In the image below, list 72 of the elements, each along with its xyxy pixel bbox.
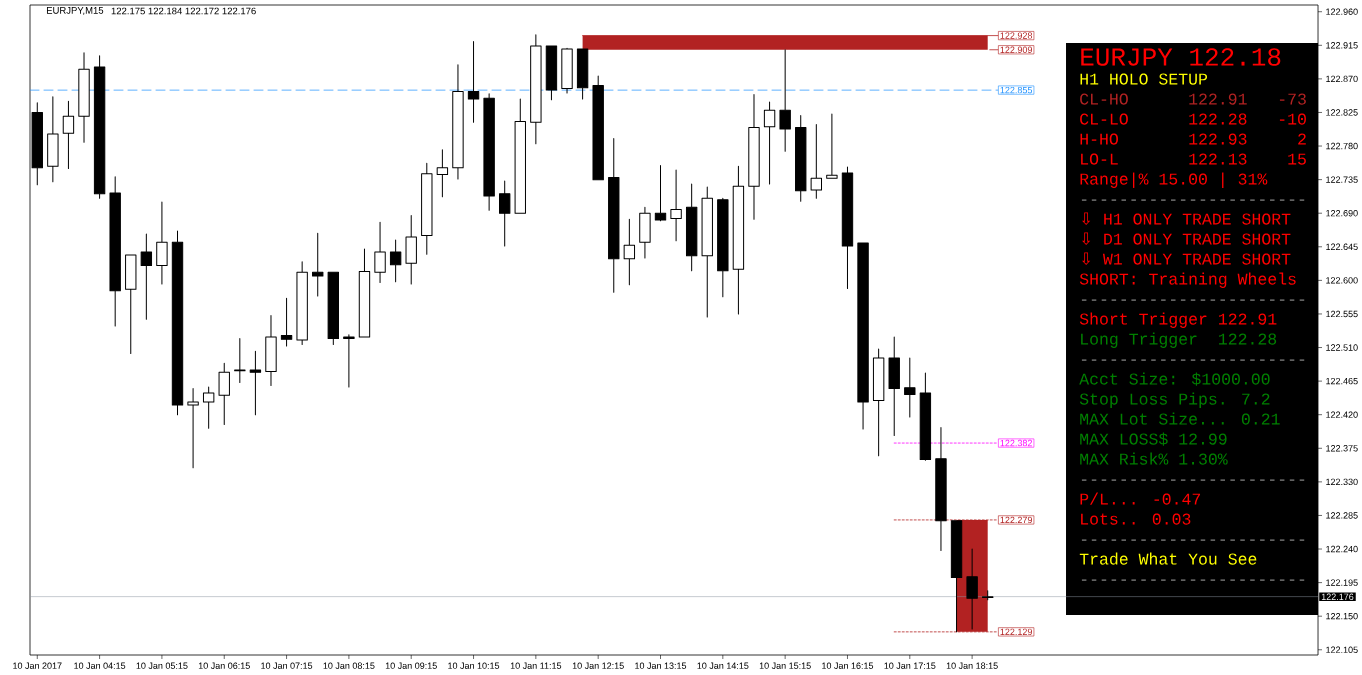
y-tick-label: 122.420 <box>1326 411 1358 418</box>
annotation: ⇩ W1 ONLY TRADE SHORT <box>1082 252 1291 265</box>
x-tick-label: 10 Jan 16:15 <box>822 662 874 669</box>
annotation: MAX Lot Size... 0.21 <box>1080 412 1280 425</box>
y-tick-label: 122.240 <box>1326 545 1358 553</box>
annotation: ⇩ H1 ONLY TRADE SHORT <box>1082 212 1291 225</box>
annotation: SHORT: Training Wheels <box>1079 272 1296 288</box>
y-tick-label: 122.195 <box>1326 579 1358 586</box>
y-tick-label: 122.690 <box>1326 210 1358 217</box>
y-tick-label: 122.600 <box>1326 277 1358 284</box>
annotation: Short Trigger 122.91 <box>1079 312 1277 328</box>
annotation: CL-HO 122.91 -73 <box>1080 93 1306 105</box>
text: H-HO 122.93 2 <box>1080 133 1306 145</box>
annotation: Trade What You See <box>1079 552 1257 565</box>
annotation: Range|% 15.00 | 31% <box>1080 172 1268 188</box>
y-tick-label: 122.375 <box>1326 445 1358 452</box>
y-tick-label: 122.150 <box>1326 613 1358 620</box>
y-tick-label: 122.960 <box>1326 8 1358 15</box>
data-label: 122.928 <box>1000 32 1033 39</box>
data-label: 122.279 <box>1000 516 1032 524</box>
data-label: 122.909 <box>1000 46 1032 53</box>
y-tick-label: 122.330 <box>1326 478 1358 486</box>
annotation: P/L... -0.47 <box>1080 492 1201 505</box>
x-tick-label: 10 Jan 09:15 <box>385 662 437 669</box>
x-tick-label: 10 Jan 18:15 <box>946 662 998 669</box>
annotation: ----------------------- <box>1081 579 1305 581</box>
y-tick-label: 122.780 <box>1326 142 1358 150</box>
annotation: Stop Loss Pips. 7.2 <box>1079 392 1270 408</box>
annotation: ⇩ D1 ONLY TRADE SHORT <box>1082 232 1291 245</box>
annotation: Lots.. 0.03 <box>1081 513 1191 525</box>
x-tick-label: 10 Jan 12:15 <box>572 662 624 669</box>
y-tick-label: 122.465 <box>1326 377 1358 385</box>
x-tick-label: 10 Jan 04:15 <box>74 662 126 669</box>
ref-line-label: 122.176 <box>1321 593 1354 600</box>
annotation: Acct Size: $1000.00 <box>1079 372 1270 386</box>
data-label: 122.382 <box>1000 439 1032 447</box>
x-tick-label: 10 Jan 11:15 <box>510 662 562 669</box>
annotation: ----------------------- <box>1081 479 1305 481</box>
annotation: H1 HOLO SETUP <box>1080 73 1208 85</box>
text: EURJPY 122.18 <box>1081 48 1281 66</box>
annotation: ----------------------- <box>1081 359 1305 361</box>
data-label: 122.129 <box>1000 628 1032 636</box>
x-tick-label: 10 Jan 2017 <box>13 662 62 669</box>
x-tick-label: 10 Jan 08:15 <box>323 662 375 669</box>
x-tick-label: 10 Jan 05:15 <box>136 662 188 669</box>
x-tick-label: 10 Jan 06:15 <box>198 662 250 669</box>
y-tick-label: 122.825 <box>1326 109 1358 116</box>
x-tick-label: 10 Jan 17:15 <box>884 662 936 669</box>
chart-title: EURJPY,M15 <box>46 7 104 15</box>
y-tick-label: 122.870 <box>1326 75 1358 83</box>
annotation: ----------------------- <box>1081 299 1305 301</box>
y-tick-label: 122.285 <box>1326 512 1358 519</box>
text: LO-L 122.13 15 <box>1081 153 1306 165</box>
y-tick-label: 122.510 <box>1326 344 1358 351</box>
annotation: MAX Risk% 1.30% <box>1080 452 1228 465</box>
y-tick-label: 122.735 <box>1326 176 1358 183</box>
annotation: ----------------------- <box>1081 199 1305 201</box>
x-tick-label: 10 Jan 14:15 <box>697 662 749 669</box>
annotation: CL-LO 122.28 -10 <box>1080 113 1306 125</box>
annotation: MAX LOSS$ 12.99 <box>1080 432 1227 446</box>
y-tick-label: 122.915 <box>1326 42 1358 49</box>
x-tick-label: 10 Jan 15:15 <box>759 662 811 669</box>
x-tick-label: 10 Jan 07:15 <box>261 662 313 669</box>
x-tick-label: 10 Jan 10:15 <box>448 662 500 669</box>
chart-subtitle: 122.175 122.184 122.172 122.176 <box>111 7 256 15</box>
data-label: 122.855 <box>1000 86 1033 94</box>
y-tick-label: 122.645 <box>1326 243 1358 250</box>
annotation: Long Trigger 122.28 <box>1081 332 1277 348</box>
y-tick-label: 122.105 <box>1326 646 1358 653</box>
x-tick-label: 10 Jan 13:15 <box>635 662 687 669</box>
y-tick-label: 122.555 <box>1326 310 1358 318</box>
annotation: ----------------------- <box>1081 539 1305 541</box>
